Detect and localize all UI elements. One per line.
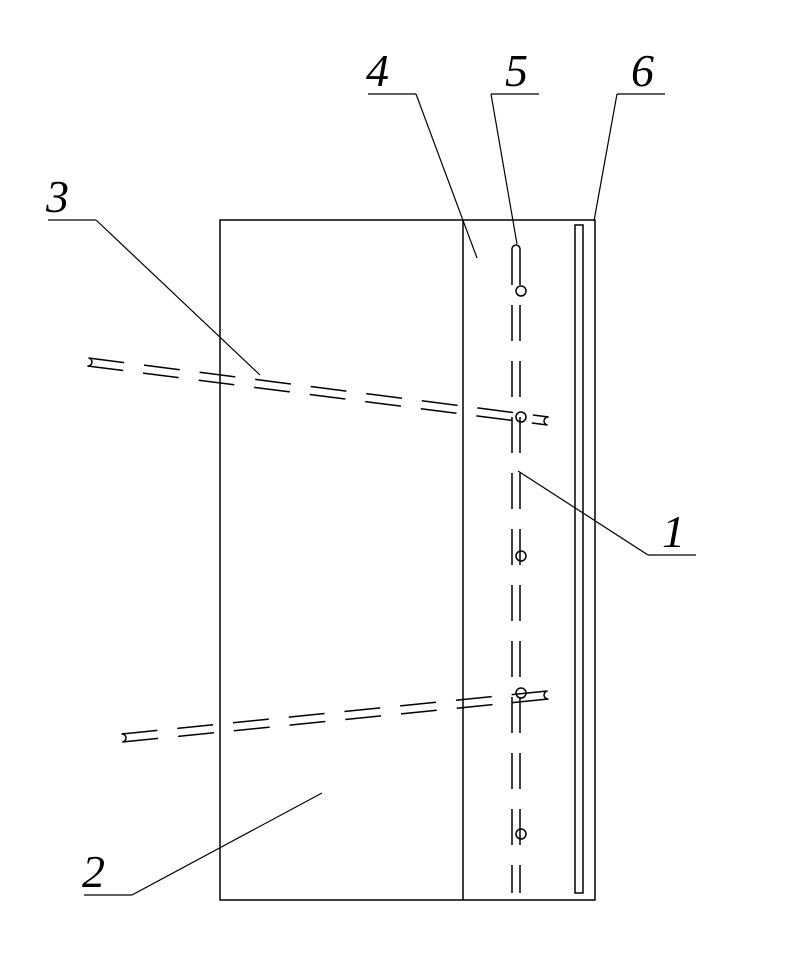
hole-1 xyxy=(516,286,526,296)
cross-tube-1 xyxy=(87,358,548,425)
label-3: 3 xyxy=(45,171,69,222)
center-tube-cap xyxy=(512,245,520,249)
hole-5 xyxy=(516,829,526,839)
hole-3 xyxy=(516,551,526,561)
callout-4: 4 xyxy=(366,45,477,258)
right-rail xyxy=(575,225,583,893)
label-4: 4 xyxy=(366,45,389,96)
callout-6: 6 xyxy=(594,45,665,221)
callout-2: 2 xyxy=(82,793,322,897)
callout-3: 3 xyxy=(45,171,260,375)
hole-2 xyxy=(516,412,526,422)
label-6: 6 xyxy=(631,45,654,96)
cross-tube-2 xyxy=(122,691,549,742)
label-2: 2 xyxy=(82,846,105,897)
main-panel xyxy=(220,220,595,900)
callout-5: 5 xyxy=(491,45,539,244)
callout-1: 1 xyxy=(518,471,696,557)
label-5: 5 xyxy=(505,45,528,96)
label-1: 1 xyxy=(662,506,685,557)
